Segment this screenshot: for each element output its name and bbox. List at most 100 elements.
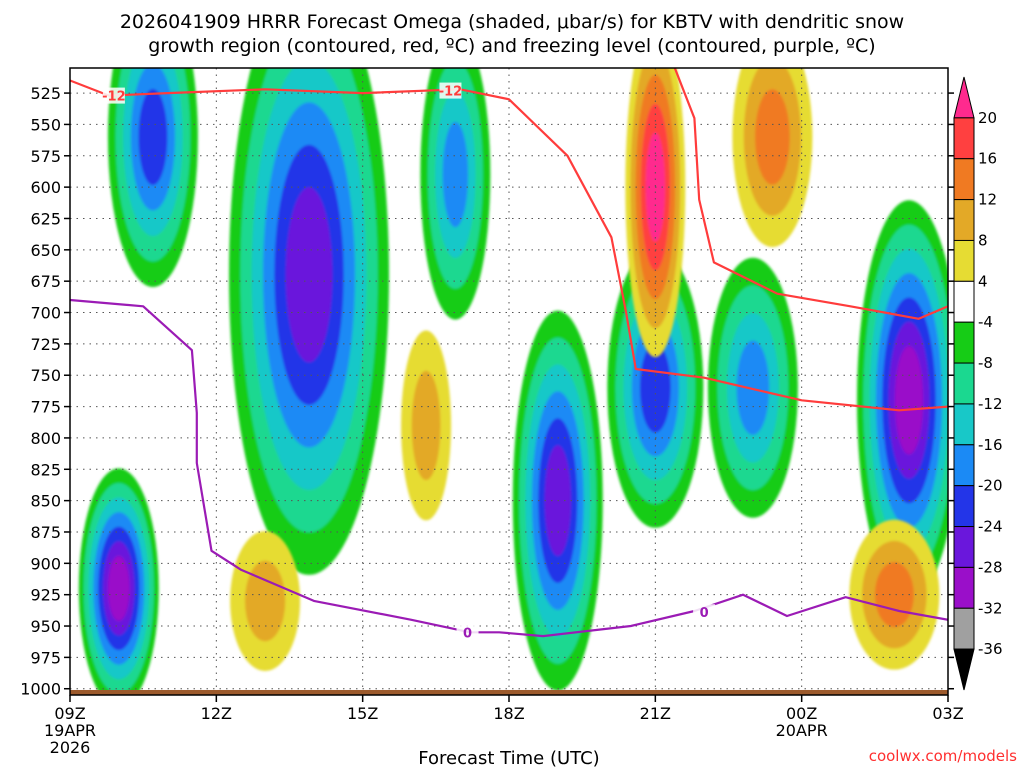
omega-shade-level (736, 340, 770, 435)
colorbar-bin (953, 321, 975, 364)
omega-shade-level (755, 89, 790, 185)
omega-shade-level (138, 88, 168, 185)
colorbar-bin (953, 648, 975, 691)
dgz-contour-line (70, 79, 948, 412)
gridlines (70, 68, 948, 695)
x-tick-year: 2026 (50, 738, 91, 757)
y-tick-label: 600 (30, 178, 61, 197)
colorbar-label: -12 (978, 395, 1003, 413)
x-tick-date: 19APR (44, 721, 96, 740)
colorbar-bin (953, 526, 975, 568)
chart-title: 2026041909 HRRR Forecast Omega (shaded, … (120, 11, 904, 33)
colorbar-bin (953, 607, 975, 650)
contour-label-bg (693, 604, 716, 621)
colorbar-label: 16 (978, 150, 997, 168)
omega-center (732, 68, 813, 247)
y-tick-label: 650 (30, 241, 61, 260)
colorbar-label: -16 (978, 436, 1003, 454)
omega-center (230, 530, 301, 671)
colorbar-bin (953, 199, 975, 241)
x-tick-label: 00Z (786, 704, 817, 723)
terrain-ground (70, 689, 948, 695)
colorbar-bin (953, 280, 975, 323)
x-tick-label: 09Z (54, 704, 85, 723)
contour-label-bg (456, 624, 479, 641)
y-tick-label: 525 (30, 84, 61, 103)
contour-label: -12 (439, 85, 463, 100)
y-tick-label: 775 (30, 398, 61, 417)
colorbar-bin (953, 239, 975, 282)
y-tick-label: 625 (30, 209, 61, 228)
colorbar-bin (953, 485, 975, 528)
colorbar-bin (953, 566, 975, 609)
colorbar-label: 4 (978, 272, 988, 290)
y-tick-label: 875 (30, 523, 61, 542)
x-tick-date: 20APR (776, 721, 828, 740)
omega-center (107, 68, 198, 287)
credit-text: coolwx.com/models (869, 747, 1017, 765)
omega-shade-level (107, 555, 130, 621)
contour-label: -12 (102, 90, 126, 105)
y-tick-label: 550 (30, 115, 61, 134)
colorbar-label: -24 (978, 518, 1003, 536)
colorbar-label: -4 (978, 313, 993, 331)
x-tick-label: 21Z (640, 704, 671, 723)
chart-subtitle: growth region (contoured, red, ºC) and f… (148, 35, 875, 57)
y-tick-label: 750 (30, 366, 61, 385)
y-tick-label: 1000 (20, 680, 61, 699)
colorbar-bin (953, 362, 975, 405)
colorbar-bin (953, 158, 975, 201)
colorbar-label: -8 (978, 354, 993, 372)
y-axis: 525 550 575 600 625 650 675 700 725 750 775 800 825 8… (20, 84, 954, 699)
dgz-contour-line (673, 68, 948, 320)
y-tick-label: 800 (30, 429, 61, 448)
x-tick-label: 03Z (932, 704, 963, 723)
omega-center (707, 257, 798, 518)
omega-shade-level (894, 346, 924, 455)
omega-center (849, 519, 940, 670)
colorbar-bin (953, 117, 975, 160)
contour-label: 0 (700, 606, 709, 621)
contour-label-bg (439, 82, 462, 99)
contours: -12 -12 0 0 (70, 68, 948, 641)
colorbar: 20 16 12 8 4 -4 -8 -12 -16 -20 -24 -28 -32 -36 (953, 76, 1003, 691)
colorbar-label: -20 (978, 477, 1003, 495)
omega-shade-level (874, 562, 914, 628)
y-tick-label: 900 (30, 554, 61, 573)
y-tick-label: 575 (30, 147, 61, 166)
y-tick-label: 725 (30, 335, 61, 354)
omega-shade-level (285, 187, 333, 363)
y-tick-label: 825 (30, 460, 61, 479)
x-tick-label: 12Z (201, 704, 232, 723)
x-tick-label: 15Z (347, 704, 378, 723)
omega-center (420, 68, 491, 320)
colorbar-bin (953, 444, 975, 487)
y-tick-label: 675 (30, 272, 61, 291)
y-tick-label: 700 (30, 304, 61, 323)
omega-center (607, 247, 704, 528)
omega-center (78, 468, 159, 695)
colorbar-bin (953, 403, 975, 446)
colorbar-label: 20 (978, 109, 997, 127)
colorbar-label: -32 (978, 599, 1003, 617)
y-tick-label: 925 (30, 586, 61, 605)
contour-label-bg (102, 87, 125, 104)
omega-center (856, 200, 948, 601)
omega-center (229, 68, 389, 575)
colorbar-label: -36 (978, 640, 1003, 658)
omega-shading (78, 68, 948, 695)
y-tick-label: 975 (30, 648, 61, 667)
colorbar-label: 8 (978, 231, 988, 249)
colorbar-label: -28 (978, 558, 1003, 576)
y-tick-label: 950 (30, 617, 61, 636)
y-tick-label: 850 (30, 492, 61, 511)
colorbar-bin (953, 76, 975, 119)
colorbar-label: 12 (978, 191, 997, 209)
x-tick-label: 18Z (493, 704, 524, 723)
omega-shade-level (442, 122, 469, 228)
omega-center (401, 330, 452, 521)
x-axis-label: Forecast Time (UTC) (418, 748, 599, 768)
omega-shade-level (244, 560, 286, 642)
